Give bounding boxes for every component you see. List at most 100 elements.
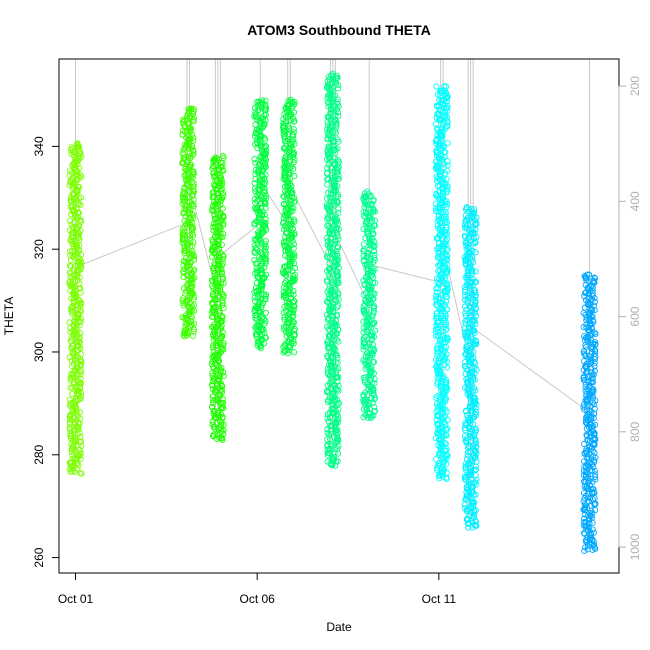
data-point bbox=[434, 332, 441, 339]
data-point bbox=[262, 293, 269, 300]
data-point bbox=[190, 328, 197, 335]
data-point bbox=[251, 221, 258, 228]
data-point bbox=[251, 185, 259, 192]
data-point bbox=[219, 297, 226, 304]
data-point bbox=[180, 190, 188, 197]
data-point bbox=[290, 165, 297, 172]
data-point bbox=[587, 437, 594, 444]
data-point bbox=[331, 109, 338, 116]
data-point bbox=[324, 169, 331, 176]
data-point bbox=[433, 326, 440, 333]
x-axis: Oct 01 Oct 06 Oct 11 bbox=[58, 572, 456, 606]
data-point bbox=[281, 291, 288, 298]
data-point bbox=[587, 486, 594, 493]
data-point bbox=[469, 524, 476, 531]
transit-line bbox=[470, 325, 590, 413]
data-point bbox=[473, 522, 480, 529]
data-point bbox=[332, 462, 339, 469]
data-point bbox=[360, 241, 367, 248]
data-point bbox=[327, 372, 334, 379]
data-point bbox=[288, 205, 295, 212]
right-axis: 200 400 600 800 1000 bbox=[618, 76, 642, 560]
data-point bbox=[219, 163, 226, 170]
data-point bbox=[370, 370, 377, 377]
data-point bbox=[466, 283, 473, 290]
data-point bbox=[69, 384, 76, 391]
data-point bbox=[333, 336, 340, 343]
data-point bbox=[334, 413, 342, 420]
data-point bbox=[324, 415, 331, 422]
data-point bbox=[209, 378, 216, 385]
data-point bbox=[463, 347, 470, 354]
data-point bbox=[209, 399, 216, 406]
data-point bbox=[251, 298, 259, 305]
data-point bbox=[472, 518, 480, 525]
data-point bbox=[433, 301, 440, 308]
data-point bbox=[360, 406, 367, 413]
data-point bbox=[433, 435, 440, 442]
data-point bbox=[257, 101, 264, 108]
data-point bbox=[472, 444, 479, 451]
chart-title: ATOM3 Southbound THETA bbox=[247, 22, 431, 38]
data-point bbox=[464, 275, 471, 282]
data-point bbox=[179, 127, 187, 134]
data-point bbox=[332, 176, 339, 183]
data-point bbox=[589, 546, 596, 553]
data-point bbox=[218, 322, 225, 329]
data-point bbox=[465, 272, 472, 279]
data-point bbox=[187, 252, 195, 259]
data-point bbox=[74, 277, 81, 284]
data-point bbox=[464, 520, 471, 527]
data-point bbox=[262, 258, 269, 265]
data-point bbox=[331, 187, 338, 194]
data-point bbox=[180, 302, 187, 309]
data-point bbox=[180, 241, 187, 248]
data-point bbox=[190, 116, 197, 123]
data-point bbox=[212, 425, 219, 432]
data-point bbox=[461, 473, 468, 480]
data-point bbox=[586, 318, 593, 325]
data-point bbox=[363, 405, 370, 412]
right-tick-label: 800 bbox=[628, 421, 642, 441]
data-point bbox=[469, 484, 476, 492]
scatter-points bbox=[66, 70, 599, 554]
data-point bbox=[261, 211, 268, 218]
data-point bbox=[327, 151, 334, 158]
data-point bbox=[334, 169, 341, 176]
data-point bbox=[324, 181, 331, 188]
data-point bbox=[470, 413, 477, 420]
data-point bbox=[68, 431, 75, 438]
data-point bbox=[328, 164, 336, 172]
data-point bbox=[181, 333, 188, 340]
data-point bbox=[68, 307, 75, 314]
data-point bbox=[259, 225, 266, 232]
data-point bbox=[67, 197, 74, 204]
data-point bbox=[289, 208, 296, 215]
data-point bbox=[71, 374, 78, 381]
data-point bbox=[216, 418, 223, 425]
data-point bbox=[186, 198, 193, 205]
data-point bbox=[334, 386, 341, 393]
data-point bbox=[218, 241, 225, 248]
data-point bbox=[362, 234, 369, 241]
data-point bbox=[68, 151, 75, 158]
right-tick-label: 1000 bbox=[628, 533, 642, 560]
data-point bbox=[581, 505, 588, 512]
data-point bbox=[280, 349, 287, 356]
data-point bbox=[210, 342, 217, 349]
data-point bbox=[362, 290, 369, 297]
data-point bbox=[77, 315, 85, 322]
data-point bbox=[591, 359, 598, 366]
data-point bbox=[471, 360, 479, 367]
data-point bbox=[251, 155, 258, 163]
data-point bbox=[463, 408, 470, 415]
data-point bbox=[472, 321, 479, 328]
data-point bbox=[587, 533, 594, 540]
data-point bbox=[180, 159, 187, 166]
data-point bbox=[580, 472, 587, 479]
data-point bbox=[591, 298, 599, 306]
data-point bbox=[254, 136, 261, 143]
data-point bbox=[291, 349, 298, 356]
data-point bbox=[258, 326, 265, 334]
data-point bbox=[188, 314, 195, 321]
